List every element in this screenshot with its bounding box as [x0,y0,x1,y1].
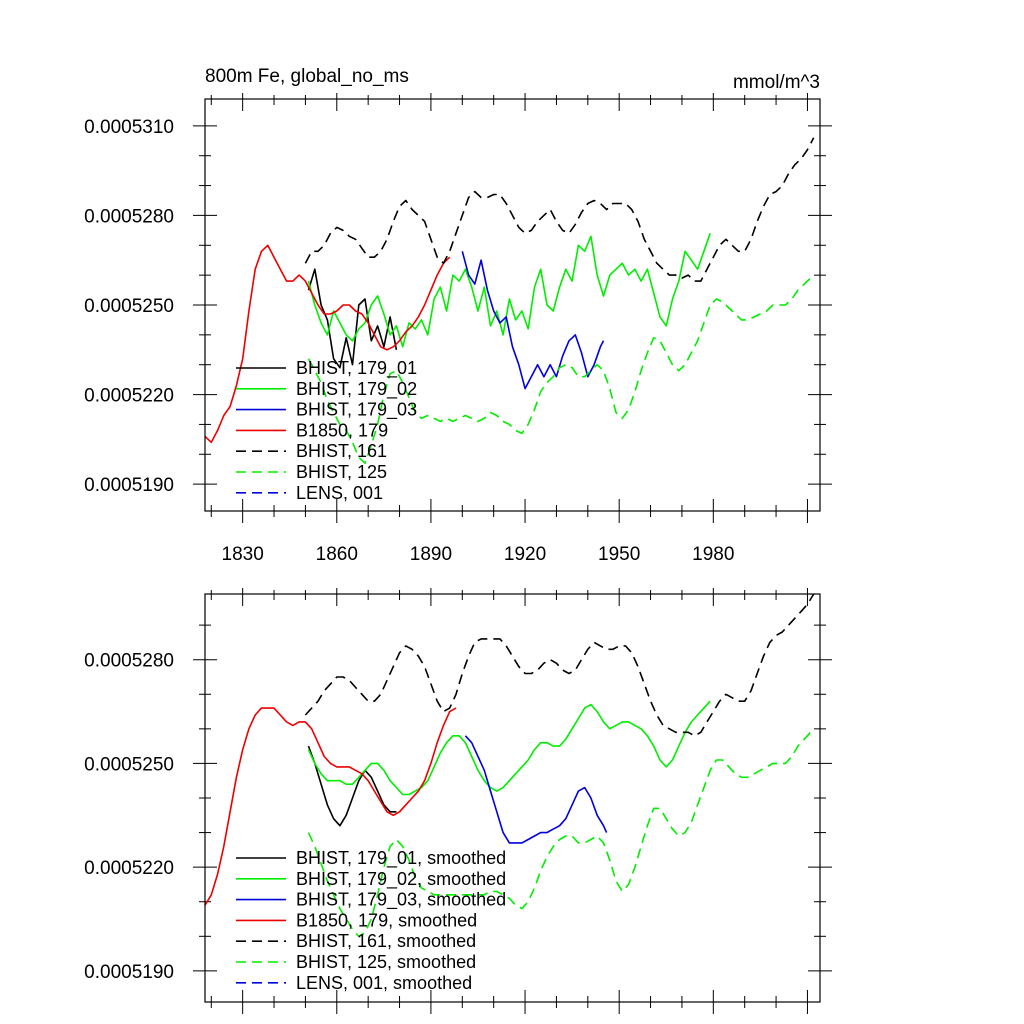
x-tick-label: 1890 [410,544,452,565]
top-panel-ticks: 1830 1860 1890 1920 1950 1980 0.0005190 0.00052… [84,93,832,565]
x-tick-label: 1980 [692,544,734,565]
series-line-4 [304,593,815,737]
legend-label: LENS, 001 [296,483,383,503]
series-line-5 [307,277,812,464]
top-panel-title: 800m Fe, global_no_ms [205,66,409,87]
legend-label: BHIST, 125 [296,462,387,482]
top-panel-units: mmol/m^3 [733,72,820,93]
legend-label: BHIST, 161 [296,441,387,461]
legend-label: LENS, 001, smoothed [296,973,472,993]
y-tick-label: 0.0005190 [84,475,174,496]
bottom-panel-ticks: 0.0005190 0.0005220 0.0005250 0.0005280 [84,588,832,1014]
y-tick-label: 0.0005280 [84,651,174,672]
series-line-1 [307,233,711,348]
legend-label: BHIST, 179_01 [296,358,417,379]
legend-label: BHIST, 125, smoothed [296,952,476,972]
y-tick-label: 0.0005250 [84,296,174,317]
legend-label: B1850, 179 [296,420,388,440]
x-tick-label: 1920 [504,544,546,565]
y-tick-label: 0.0005190 [84,962,174,983]
bottom-panel-series [204,593,815,938]
legend-label: BHIST, 161, smoothed [296,931,476,951]
series-line-0 [307,745,397,827]
series-line-4 [304,137,815,282]
series-line-2 [464,735,608,844]
legend-label: BHIST, 179_03 [296,400,417,421]
y-tick-label: 0.0005250 [84,754,174,775]
series-line-2 [461,251,605,390]
y-tick-label: 0.0005280 [84,206,174,227]
legend-label: B1850, 179, smoothed [296,910,477,930]
x-tick-label: 1950 [598,544,640,565]
y-tick-label: 0.0005220 [84,858,174,879]
series-line-3 [204,707,457,906]
bottom-panel-frame [204,593,821,1003]
y-tick-label: 0.0005220 [84,386,174,407]
series-line-0 [307,268,398,369]
legend-label: BHIST, 179_02, smoothed [296,869,506,890]
bottom-panel: 0.0005190 0.0005220 0.0005250 0.0005280 BHI… [84,588,832,1014]
legend-label: BHIST, 179_02 [296,379,417,400]
top-panel-frame [204,98,821,512]
top-panel: 800m Fe, global_no_ms mmol/m^3 1830 1860 1… [84,66,832,565]
legend-label: BHIST, 179_01, smoothed [296,848,506,869]
series-line-5 [307,731,812,938]
series-line-1 [307,700,711,796]
top-panel-series [204,137,815,464]
x-tick-label: 1860 [316,544,358,565]
x-tick-label: 1830 [222,544,264,565]
y-tick-label: 0.0005310 [84,117,174,138]
legend-label: BHIST, 179_03, smoothed [296,890,506,911]
series-line-3 [204,244,451,444]
